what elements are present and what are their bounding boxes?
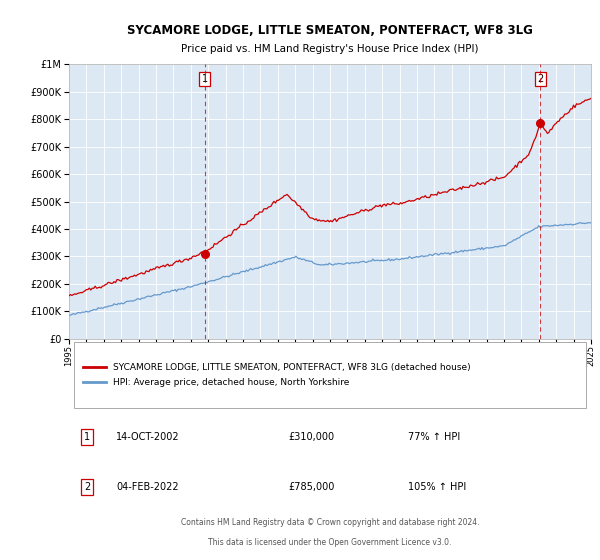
Text: 77% ↑ HPI: 77% ↑ HPI [409,432,461,442]
Text: SYCAMORE LODGE, LITTLE SMEATON, PONTEFRACT, WF8 3LG: SYCAMORE LODGE, LITTLE SMEATON, PONTEFRA… [127,24,533,37]
Text: £310,000: £310,000 [288,432,334,442]
Text: 1: 1 [202,74,208,84]
Text: Price paid vs. HM Land Registry's House Price Index (HPI): Price paid vs. HM Land Registry's House … [181,44,479,54]
Text: £785,000: £785,000 [288,482,335,492]
Text: 2: 2 [537,74,544,84]
Text: 14-OCT-2002: 14-OCT-2002 [116,432,179,442]
Text: 105% ↑ HPI: 105% ↑ HPI [409,482,467,492]
Text: 1: 1 [84,432,91,442]
Legend: SYCAMORE LODGE, LITTLE SMEATON, PONTEFRACT, WF8 3LG (detached house), HPI: Avera: SYCAMORE LODGE, LITTLE SMEATON, PONTEFRA… [79,359,475,391]
FancyBboxPatch shape [74,342,586,408]
Text: 04-FEB-2022: 04-FEB-2022 [116,482,179,492]
Text: 2: 2 [84,482,91,492]
Text: This data is licensed under the Open Government Licence v3.0.: This data is licensed under the Open Gov… [208,538,452,547]
Text: Contains HM Land Registry data © Crown copyright and database right 2024.: Contains HM Land Registry data © Crown c… [181,518,479,527]
